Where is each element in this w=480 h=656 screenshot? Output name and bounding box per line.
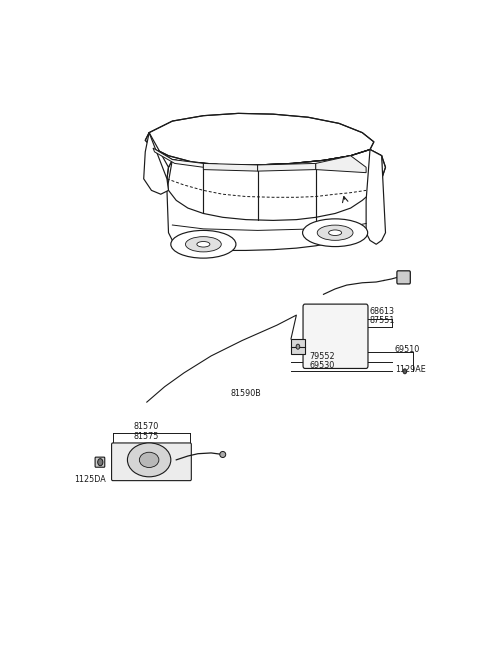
Polygon shape	[153, 148, 204, 167]
FancyBboxPatch shape	[95, 457, 105, 467]
Ellipse shape	[329, 230, 342, 236]
Text: 1129AE: 1129AE	[395, 365, 426, 375]
Circle shape	[296, 344, 300, 349]
FancyBboxPatch shape	[303, 304, 368, 369]
FancyBboxPatch shape	[111, 443, 192, 481]
Polygon shape	[149, 133, 172, 167]
Circle shape	[98, 459, 103, 466]
Ellipse shape	[171, 230, 236, 258]
Text: 79552: 79552	[310, 352, 335, 361]
Ellipse shape	[302, 219, 368, 247]
Text: 87551: 87551	[370, 316, 396, 325]
Ellipse shape	[220, 451, 226, 457]
Polygon shape	[144, 133, 168, 194]
Polygon shape	[258, 163, 316, 171]
Ellipse shape	[197, 241, 210, 247]
Text: 69510: 69510	[395, 345, 420, 354]
Text: 1125DA: 1125DA	[74, 475, 106, 483]
Polygon shape	[316, 155, 366, 173]
Polygon shape	[145, 113, 374, 165]
Text: 69530: 69530	[310, 361, 335, 370]
Ellipse shape	[127, 443, 171, 477]
Polygon shape	[291, 339, 305, 354]
Text: 68613: 68613	[370, 307, 395, 316]
Polygon shape	[204, 163, 258, 171]
Polygon shape	[167, 150, 385, 220]
Text: 81570: 81570	[133, 422, 159, 430]
Circle shape	[403, 369, 407, 374]
FancyBboxPatch shape	[397, 271, 410, 284]
Ellipse shape	[185, 237, 221, 252]
Ellipse shape	[317, 225, 353, 240]
Text: 81590B: 81590B	[230, 389, 261, 398]
Ellipse shape	[139, 452, 159, 468]
Polygon shape	[167, 150, 382, 251]
Text: 81575: 81575	[133, 432, 159, 441]
Polygon shape	[366, 150, 385, 244]
